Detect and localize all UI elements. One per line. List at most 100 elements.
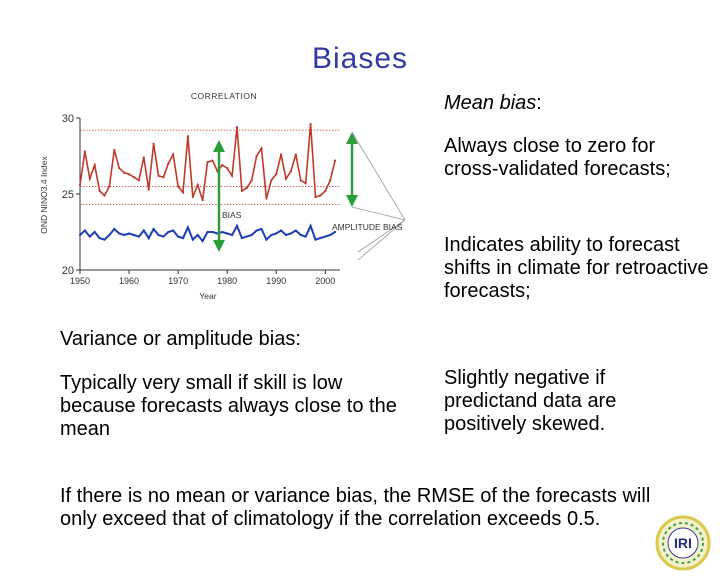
- x-tick-label: 2000: [315, 276, 335, 286]
- forecast-point: [319, 236, 322, 240]
- forecast-point: [83, 229, 87, 232]
- forecast-point: [245, 235, 248, 238]
- observed-point: [137, 179, 140, 182]
- forecast-point: [127, 232, 131, 235]
- forecast-point: [314, 238, 317, 241]
- forecast-point: [172, 229, 175, 232]
- forecast-point: [118, 232, 121, 235]
- observed-point: [157, 174, 160, 177]
- y-tick-label: 25: [62, 189, 74, 201]
- observed-point: [191, 195, 194, 199]
- forecast-point: [275, 232, 278, 235]
- observed-point: [113, 148, 116, 152]
- observed-point: [78, 183, 82, 186]
- amplitude-bias-label: AMPLITUDE BIAS: [332, 222, 403, 232]
- forecast-point: [186, 226, 190, 229]
- observed-point: [280, 153, 283, 156]
- forecast-series-points: [78, 224, 337, 243]
- observed-point: [275, 173, 278, 176]
- x-tick-label: 1970: [168, 276, 188, 286]
- observed-point: [230, 174, 234, 177]
- forecast-point: [230, 233, 234, 237]
- iri-logo: IRI: [655, 515, 711, 571]
- iri-logo-text: IRI: [674, 535, 692, 551]
- forecast-point: [88, 235, 91, 238]
- observed-point: [162, 176, 165, 179]
- observed-point: [123, 171, 126, 174]
- observed-point: [152, 142, 155, 145]
- conclusion-text: If there is no mean or variance bias, th…: [60, 485, 651, 530]
- observed-point: [235, 126, 239, 129]
- mean-bias-heading-text: Mean bias: [444, 92, 537, 114]
- observed-point: [299, 179, 302, 182]
- observed-point: [83, 150, 87, 153]
- observed-point: [172, 153, 175, 156]
- y-tick-label: 20: [62, 265, 74, 277]
- forecast-point: [147, 236, 150, 240]
- forecast-point: [137, 235, 140, 238]
- forecast-point: [157, 233, 160, 237]
- variance-bias-point-1: Typically very small if skill is low bec…: [60, 372, 397, 440]
- chart-title: CORRELATION: [191, 91, 257, 101]
- forecast-point: [309, 224, 312, 228]
- observed-point: [186, 135, 190, 138]
- x-tick-label: 1980: [217, 276, 237, 286]
- observed-point: [284, 177, 288, 180]
- mean-bias-point-2: Indicates ability to forecast shifts in …: [444, 234, 709, 302]
- bias-label: BIAS: [222, 210, 242, 220]
- forecast-point: [108, 233, 111, 237]
- x-tick-label: 1990: [266, 276, 286, 286]
- observed-point: [329, 179, 332, 182]
- forecast-point: [98, 236, 101, 240]
- observed-point: [93, 164, 96, 167]
- chart-ticks: 1950 1960 1970 1980 1990 2000 20 25 30: [62, 113, 336, 286]
- observed-point: [314, 195, 317, 199]
- y-tick-label: 30: [62, 113, 74, 125]
- observed-point: [250, 179, 253, 182]
- forecast-point: [265, 238, 268, 241]
- forecast-point: [152, 227, 155, 231]
- forecast-point: [304, 235, 307, 238]
- forecast-point: [167, 230, 170, 234]
- chart-ylabel: OND NINO3.4 Index: [39, 156, 49, 234]
- observed-point: [304, 182, 307, 185]
- forecast-point: [240, 236, 243, 240]
- observed-point: [265, 197, 268, 200]
- observed-point: [98, 189, 101, 193]
- forecast-point: [142, 229, 145, 232]
- forecast-point: [221, 230, 224, 234]
- observed-point: [142, 156, 145, 159]
- observed-point: [240, 189, 243, 193]
- forecast-point: [324, 235, 327, 238]
- forecast-point: [177, 235, 180, 238]
- mean-bias-point-3: Slightly negative if predictand data are…: [444, 367, 617, 435]
- forecast-point: [206, 230, 209, 234]
- observed-point: [118, 167, 121, 170]
- forecast-point: [294, 229, 297, 232]
- forecast-point: [113, 227, 116, 231]
- forecast-point: [93, 230, 96, 234]
- observed-series-points: [78, 122, 337, 202]
- chart-xlabel: Year: [199, 291, 216, 301]
- forecast-point: [191, 238, 194, 241]
- forecast-point: [260, 227, 263, 231]
- observed-point: [260, 147, 263, 150]
- forecast-point: [103, 238, 106, 241]
- forecast-point: [196, 233, 199, 237]
- observed-point: [226, 167, 229, 170]
- amplitude-bias-arrow: [346, 132, 358, 207]
- observed-point: [147, 188, 150, 191]
- forecast-point: [289, 232, 293, 235]
- bias-arrow: [213, 140, 225, 252]
- observed-point: [196, 183, 199, 186]
- observed-point: [201, 198, 204, 202]
- observed-point: [211, 159, 214, 162]
- slide-title: Biases: [311, 42, 409, 75]
- reference-lines: [80, 129, 340, 205]
- observed-point: [177, 185, 180, 188]
- observed-point: [127, 173, 131, 176]
- forecast-point: [201, 240, 204, 243]
- observed-point: [181, 191, 185, 194]
- observed-point: [289, 170, 293, 173]
- observed-point: [270, 179, 273, 182]
